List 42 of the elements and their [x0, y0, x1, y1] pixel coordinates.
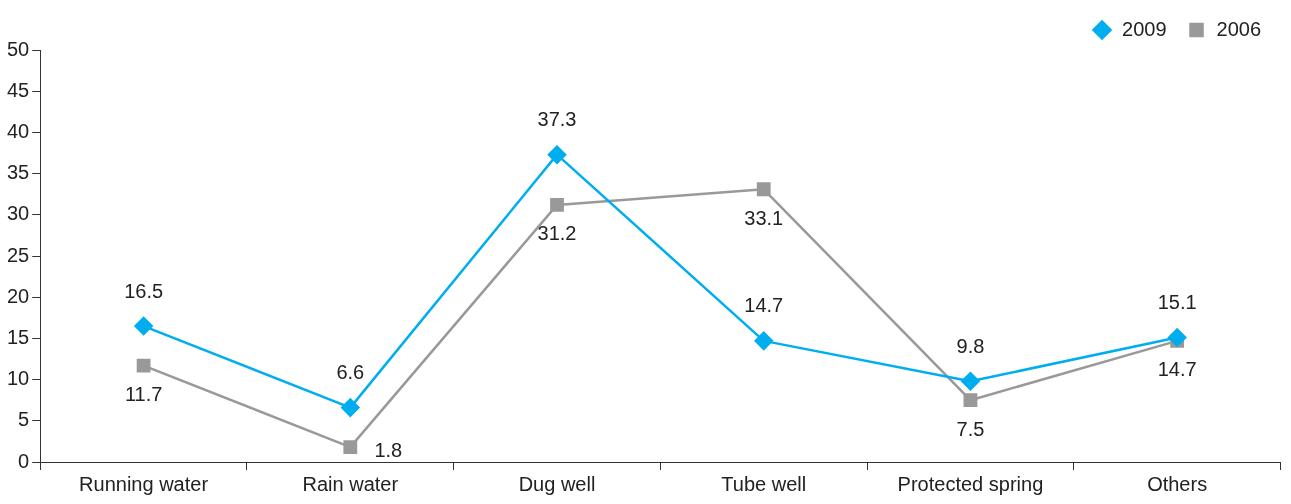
- x-tick-label: Rain water: [302, 472, 399, 495]
- data-label: 1.8: [374, 438, 403, 461]
- legend-label: 2009: [1122, 17, 1167, 40]
- y-tick-label: 0: [18, 449, 30, 472]
- point: [341, 398, 360, 417]
- data-label: 37.3: [537, 108, 577, 131]
- y-tick-label: 30: [7, 202, 30, 225]
- x-tick-label: Others: [1147, 472, 1208, 495]
- y-tick-label: 10: [7, 367, 30, 390]
- point: [754, 331, 773, 351]
- y-tick-label: 40: [7, 119, 30, 142]
- point: [134, 316, 153, 336]
- y-tick-label: 20: [7, 284, 30, 307]
- data-label: 15.1: [1157, 291, 1197, 314]
- y-tick-label: 35: [7, 161, 30, 184]
- point: [756, 182, 771, 197]
- y-tick-label: 5: [18, 408, 30, 431]
- data-label: 6.6: [336, 361, 365, 384]
- point: [547, 145, 567, 164]
- data-label: 7.5: [956, 417, 985, 440]
- point: [550, 198, 564, 212]
- data-label: 14.7: [1157, 358, 1197, 381]
- y-tick-label: 15: [7, 325, 30, 348]
- x-tick-label: Dug well: [518, 472, 596, 495]
- point: [343, 440, 358, 455]
- x-tick-label: Protected spring: [897, 472, 1044, 495]
- data-label: 16.5: [124, 279, 164, 302]
- x-tick-label: Running water: [79, 472, 209, 495]
- x-tick-label: Tube well: [721, 472, 807, 495]
- point: [1167, 328, 1187, 347]
- data-label: 9.8: [956, 334, 985, 357]
- point: [961, 372, 980, 391]
- point: [136, 358, 151, 373]
- y-tick-label: 45: [7, 78, 30, 101]
- y-tick-label: 25: [7, 243, 30, 266]
- data-label: 33.1: [744, 206, 784, 229]
- y-tick-label: 50: [7, 37, 30, 60]
- data-label: 11.7: [124, 383, 163, 406]
- data-label: 31.2: [537, 222, 577, 245]
- data-label: 14.7: [744, 294, 784, 317]
- point: [963, 393, 978, 408]
- legend-label: 2006: [1216, 17, 1262, 40]
